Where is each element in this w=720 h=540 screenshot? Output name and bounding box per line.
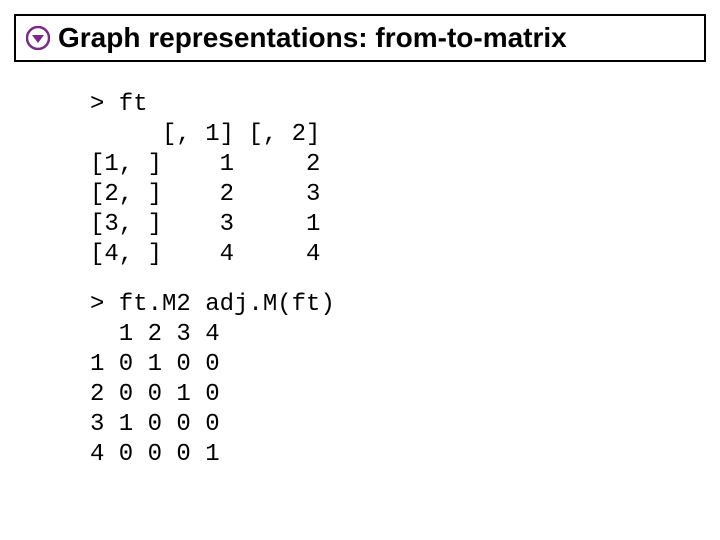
code-line: 1 0 1 0 0: [90, 351, 220, 378]
code-line: [3, ] 3 1: [90, 211, 320, 238]
code-line: [1, ] 1 2: [90, 151, 320, 178]
title-container: Graph representations: from-to-matrix: [14, 14, 706, 62]
code-line: 3 1 0 0 0: [90, 411, 220, 438]
code-line: 2 0 0 1 0: [90, 381, 220, 408]
code-line: [, 1] [, 2]: [90, 121, 320, 148]
code-block-ft-matrix: > ft [, 1] [, 2] [1, ] 1 2 [2, ] 2 3 [3,…: [90, 90, 320, 270]
code-line: [2, ] 2 3: [90, 181, 320, 208]
code-line: 1 2 3 4: [90, 321, 220, 348]
code-line: > ft: [90, 91, 148, 118]
code-line: [4, ] 4 4: [90, 241, 320, 268]
code-line: 4 0 0 0 1: [90, 441, 220, 468]
code-line: > ft.M2 adj.M(ft): [90, 291, 335, 318]
slide-title: Graph representations: from-to-matrix: [58, 22, 567, 54]
code-block-adj-matrix: > ft.M2 adj.M(ft) 1 2 3 4 1 0 1 0 0 2 0 …: [90, 290, 335, 470]
down-arrow-circle-icon: [26, 26, 50, 50]
